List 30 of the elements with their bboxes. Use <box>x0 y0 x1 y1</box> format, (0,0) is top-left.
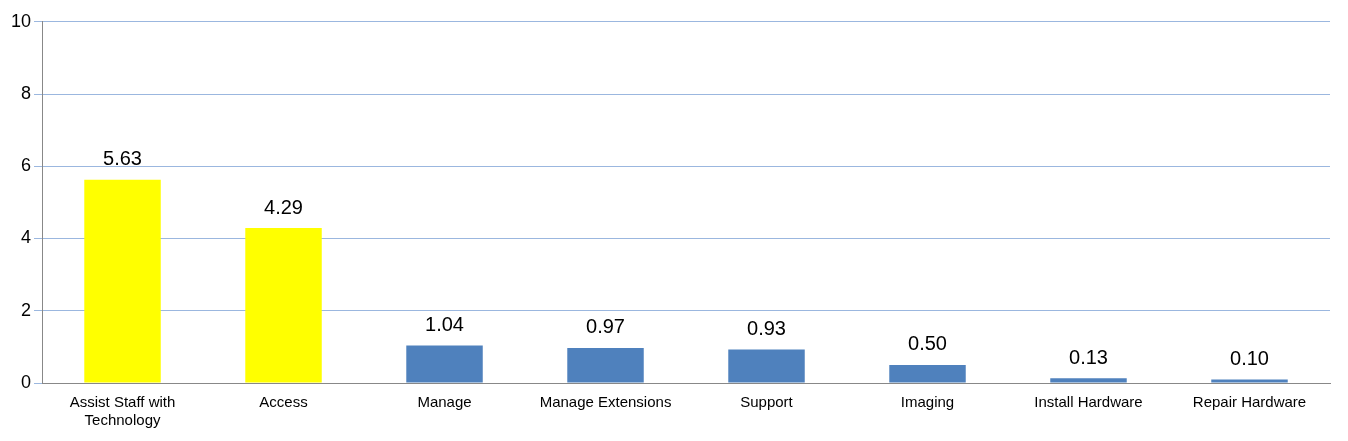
data-label: 0.10 <box>1230 346 1269 369</box>
y-tick-label: 8 <box>21 83 32 104</box>
data-label: 0.93 <box>747 316 786 339</box>
data-label: 4.29 <box>264 195 303 218</box>
bar <box>1050 378 1127 383</box>
y-tick-label: 4 <box>21 227 32 248</box>
y-tick-label: 0 <box>21 371 32 392</box>
x-tick-label: Support <box>740 393 794 411</box>
bar <box>84 179 161 383</box>
x-tick-label: Install Hardware <box>1034 393 1143 411</box>
bar <box>567 347 644 383</box>
y-tick-label: 10 <box>10 10 32 31</box>
bar <box>1211 379 1288 383</box>
data-label: 5.63 <box>103 147 142 170</box>
x-tick-label: Imaging <box>900 393 955 411</box>
x-tick-label: Manage Extensions <box>539 393 672 411</box>
bar <box>245 228 322 383</box>
bar <box>406 345 483 383</box>
x-tick-label: Repair Hardware <box>1192 393 1307 411</box>
y-tick-label: 6 <box>21 155 32 176</box>
bar <box>889 364 966 383</box>
x-tick-label: Manage <box>417 393 472 411</box>
x-tick-label: Assist Staff with Technology <box>69 393 176 429</box>
y-tick-label: 2 <box>21 299 32 320</box>
bar <box>728 349 805 383</box>
x-tick-label: Access <box>259 393 308 411</box>
data-label: 1.04 <box>425 312 464 335</box>
data-label: 0.50 <box>908 332 947 355</box>
data-label: 0.13 <box>1069 345 1108 368</box>
data-label: 0.97 <box>586 315 625 338</box>
